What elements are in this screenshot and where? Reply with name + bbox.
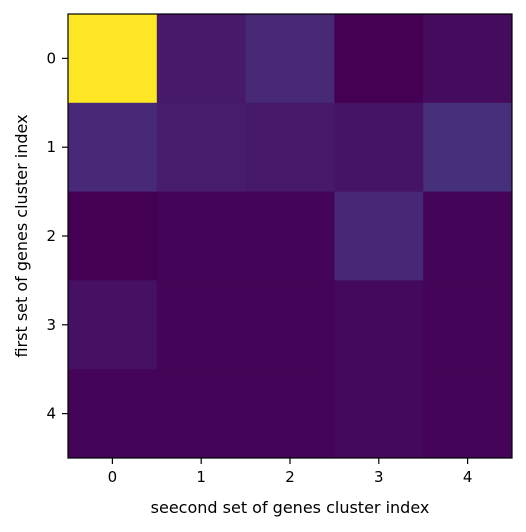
y-axis-ticks: 0 1 2 3 4	[46, 49, 68, 423]
x-tick-label-0: 0	[108, 468, 118, 486]
x-axis-ticks: 0 1 2 3 4	[108, 458, 473, 486]
x-tick-label-2: 2	[285, 468, 295, 486]
heatmap-cell-r3-c1	[156, 280, 247, 370]
heatmap-cell-r1-c1	[156, 102, 247, 193]
heatmap-cell-r4-c3	[334, 369, 424, 459]
heatmap-cell-r3-c4	[423, 280, 513, 370]
heatmap-cell-r4-c4	[423, 369, 513, 459]
y-tick-label-0: 0	[46, 49, 56, 67]
y-tick-label-1: 1	[46, 138, 56, 156]
heatmap-cell-r0-c1	[156, 14, 247, 104]
y-tick-label-3: 3	[46, 316, 56, 334]
heatmap-cell-r0-c4	[423, 14, 513, 104]
heatmap-cells	[68, 14, 513, 459]
heatmap-cell-r2-c3	[334, 191, 424, 281]
heatmap-cell-r1-c2	[245, 102, 335, 193]
heatmap-cell-r2-c0	[68, 191, 158, 281]
y-axis-label: first set of genes cluster index	[12, 114, 31, 357]
heatmap-cell-r0-c3	[334, 14, 424, 104]
heatmap-cell-r3-c2	[245, 280, 335, 370]
heatmap-cell-r4-c1	[156, 369, 247, 459]
x-tick-label-1: 1	[196, 468, 206, 486]
x-tick-label-4: 4	[463, 468, 473, 486]
heatmap-cell-r2-c1	[156, 191, 247, 281]
x-axis-label: seecond set of genes cluster index	[151, 498, 430, 517]
x-tick-label-3: 3	[374, 468, 384, 486]
y-tick-label-2: 2	[46, 227, 56, 245]
heatmap-cell-r4-c2	[245, 369, 335, 459]
heatmap-cell-r2-c4	[423, 191, 513, 281]
heatmap-cell-r4-c0	[68, 369, 158, 459]
heatmap-cell-r1-c0	[68, 102, 158, 193]
heatmap-cell-r3-c3	[334, 280, 424, 370]
heatmap-cell-r3-c0	[68, 280, 158, 370]
heatmap-cell-r1-c3	[334, 102, 424, 193]
heatmap-cell-r0-c2	[245, 14, 335, 104]
heatmap-cell-r0-c0	[68, 14, 158, 104]
heatmap-cell-r1-c4	[423, 102, 513, 193]
heatmap-cell-r2-c2	[245, 191, 335, 281]
y-tick-label-4: 4	[46, 405, 56, 423]
